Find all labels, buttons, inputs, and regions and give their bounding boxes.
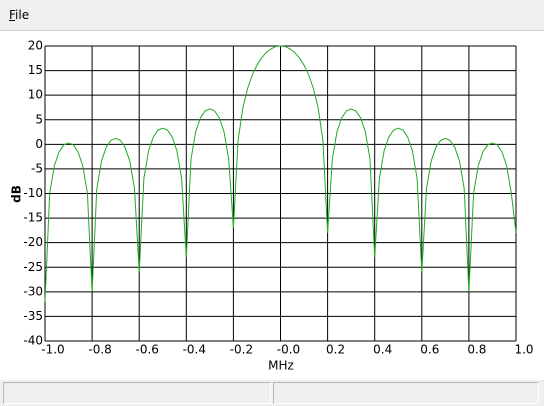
plot-background — [0, 31, 544, 380]
x-axis-label: MHz — [268, 359, 294, 373]
x-tick-label: -0.6 — [135, 343, 158, 357]
x-tick-label: 0.2 — [326, 343, 345, 357]
y-tick-label: 0 — [35, 137, 43, 151]
data-line — [44, 45, 517, 302]
y-tick-label: -40 — [23, 334, 43, 348]
x-tick-label: 0.4 — [373, 343, 392, 357]
y-axis-label: dB — [10, 185, 24, 203]
chart: MHz dB -40 -35 -30 -25 -20 -15 -10 -5 0 5 10 15 20 -1… — [0, 31, 544, 380]
y-tick-label: 20 — [28, 39, 43, 53]
menu-bar: File — [0, 0, 544, 31]
y-tick-label: -5 — [31, 161, 43, 175]
y-tick-label: -10 — [23, 186, 43, 200]
menu-file[interactable]: File — [9, 8, 30, 22]
x-tick-label: -0.2 — [230, 343, 253, 357]
x-tick-label: 0.6 — [420, 343, 439, 357]
y-tick-label: 5 — [35, 112, 43, 126]
y-tick-label: -35 — [23, 309, 43, 323]
y-tick-label: -20 — [23, 235, 43, 249]
y-tick-label: -25 — [23, 260, 43, 274]
x-tick-label: -0.8 — [88, 343, 111, 357]
x-tick-label: -0.0 — [277, 343, 300, 357]
x-tick-label: 0.8 — [467, 343, 486, 357]
y-tick-label: 15 — [28, 63, 43, 77]
status-panel — [3, 382, 271, 404]
y-tick-label: 10 — [28, 88, 43, 102]
status-panel — [273, 382, 539, 404]
y-tick-label: -15 — [23, 211, 43, 225]
x-tick-label: -0.4 — [183, 343, 206, 357]
y-tick-label: -30 — [23, 284, 43, 298]
x-tick-label: 1.0 — [514, 343, 533, 357]
x-tick-label: -1.0 — [41, 343, 64, 357]
